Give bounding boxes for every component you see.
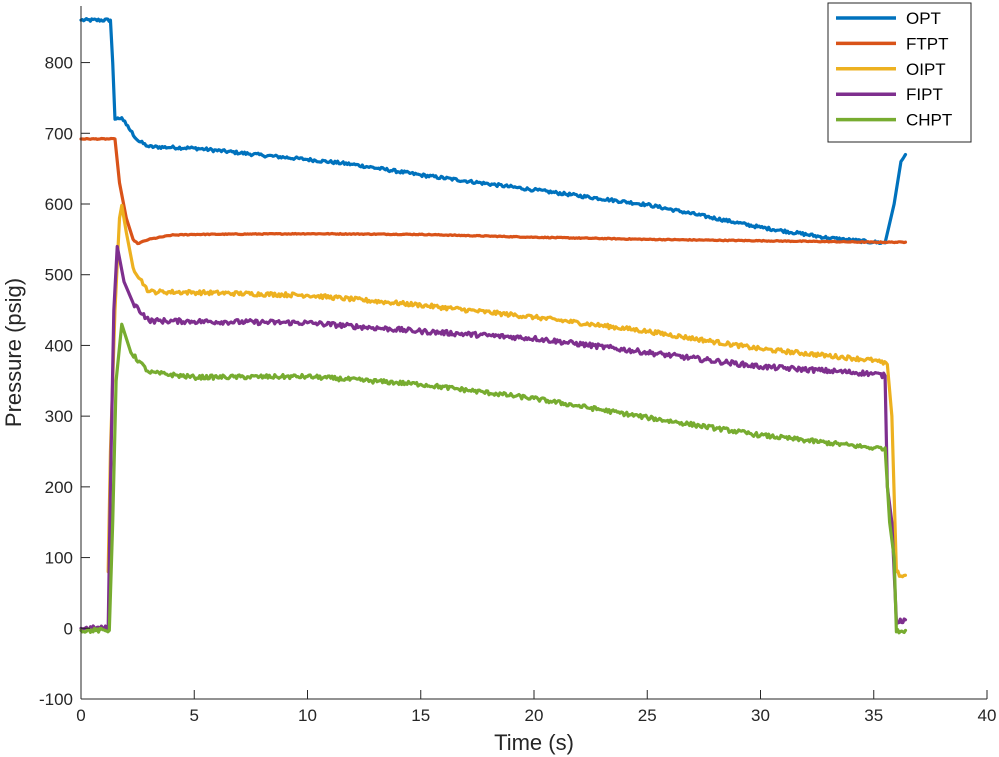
- y-tick-label: 700: [45, 124, 73, 143]
- series-line-opt: [79, 17, 908, 245]
- legend-label-oipt: OIPT: [906, 60, 946, 79]
- y-axis-title: Pressure (psig): [1, 278, 26, 427]
- legend-label-ftpt: FTPT: [906, 34, 949, 53]
- y-tick-label: 500: [45, 266, 73, 285]
- legend-label-chpt: CHPT: [906, 111, 952, 130]
- tick-labels: 0 5 10 15 20 25 30 35 40-10001002003004005006007…: [39, 54, 996, 725]
- x-tick-label: 20: [525, 706, 544, 725]
- x-tick-label: 25: [638, 706, 657, 725]
- y-tick-label: -100: [39, 690, 73, 709]
- series-line-chpt: [79, 322, 908, 635]
- series-line-oipt: [106, 203, 908, 579]
- y-tick-label: 600: [45, 195, 73, 214]
- x-tick-label: 10: [298, 706, 317, 725]
- y-tick-label: 800: [45, 54, 73, 73]
- ticks: [80, 62, 988, 700]
- series-line-ftpt: [79, 136, 908, 246]
- y-tick-label: 100: [45, 549, 73, 568]
- x-axis-title: Time (s): [494, 730, 574, 755]
- y-tick-label: 400: [45, 336, 73, 355]
- x-tick-label: 40: [978, 706, 997, 725]
- legend: OPT FTPT OIPT FIPT CHPT: [827, 2, 972, 143]
- legend-label-opt: OPT: [906, 9, 941, 28]
- x-tick-label: 30: [751, 706, 770, 725]
- legend-label-fipt: FIPT: [906, 85, 943, 104]
- x-tick-label: 0: [76, 706, 85, 725]
- series-line-fipt: [79, 244, 908, 632]
- x-tick-label: 35: [864, 706, 883, 725]
- series-lines: [79, 17, 908, 635]
- y-tick-label: 300: [45, 407, 73, 426]
- x-tick-label: 15: [411, 706, 430, 725]
- y-tick-label: 200: [45, 478, 73, 497]
- y-tick-label: 0: [64, 619, 73, 638]
- x-tick-label: 5: [190, 706, 199, 725]
